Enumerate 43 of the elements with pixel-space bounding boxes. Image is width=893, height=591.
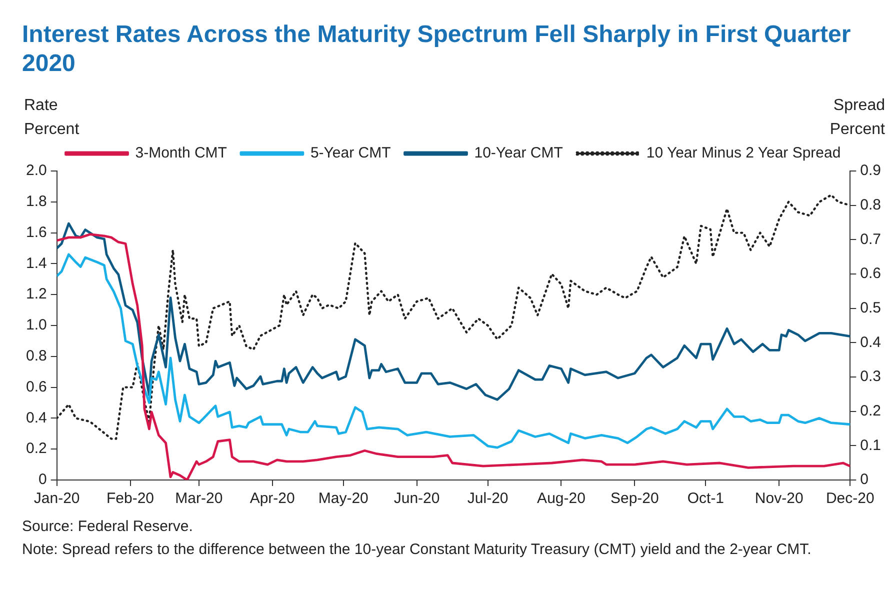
x-tick-label: Nov-20	[754, 490, 804, 508]
x-tick-label: Oct-1	[687, 490, 724, 508]
y-axis-title: Rate Percent	[24, 96, 80, 140]
y2-tick-label: 0	[860, 471, 868, 488]
source-note: Source: Federal Reserve.	[22, 517, 194, 537]
line-series	[56, 194, 850, 440]
y-tick-label: 1.8	[26, 193, 47, 210]
y-tick-label: 0.2	[26, 440, 47, 458]
y2-tick-label: 0.5	[860, 299, 882, 316]
legend-label: 10 Year Minus 2 Year Spread	[646, 144, 841, 162]
x-tick-label: Jun-20	[394, 490, 440, 508]
y2-axis-title: Spread Percent	[830, 96, 885, 140]
x-tick-label: Jan-20	[34, 490, 80, 508]
y-tick-label: 1.2	[26, 286, 47, 303]
y-tick-label: 0	[38, 471, 47, 488]
y2-tick-label: 0.9	[860, 162, 882, 180]
y-tick-label: 2.0	[26, 162, 47, 180]
y-tick-label: 0.4	[26, 409, 47, 426]
y2-tick-label: 0.7	[860, 230, 882, 248]
y-tick-label: 1.4	[26, 254, 47, 272]
x-tick-label: Feb-20	[106, 490, 154, 508]
y-tick-label: 1.0	[26, 316, 47, 334]
x-tick-label: Mar-20	[175, 490, 223, 508]
x-tick-label: Aug-20	[537, 490, 586, 508]
x-tick-label: Jul-20	[467, 490, 508, 508]
y-tick-label: 0.6	[26, 378, 47, 396]
legend-label: 5-Year CMT	[310, 144, 391, 162]
x-tick-label: Apr-20	[250, 490, 295, 508]
chart-title: Interest Rates Across the Maturity Spectrum Fell Sharply in First Quarter 2020	[22, 20, 852, 78]
y-tick-label: 1.6	[26, 224, 47, 241]
y2-tick-label: 0.3	[860, 368, 882, 386]
x-tick-label: May-20	[318, 490, 368, 508]
x-tick-label: Sep-20	[610, 490, 659, 508]
y2-tick-label: 0.6	[860, 265, 882, 282]
y2-tick-label: 0.1	[860, 436, 882, 454]
y2-tick-label: 0.2	[860, 402, 882, 420]
x-tick-label: Dec-20	[826, 490, 874, 508]
y2-tick-label: 0.8	[860, 196, 882, 214]
y-tick-label: 0.8	[26, 348, 47, 365]
y2-tick-label: 0.4	[860, 334, 882, 351]
legend-label: 3-Month CMT	[135, 144, 227, 162]
legend-label: 10-Year CMT	[474, 144, 563, 162]
text: Note: Spread refers to the difference between the 10-year Constant Maturity Treasury (CMT) yield and the 2-year CMT.	[22, 540, 812, 560]
